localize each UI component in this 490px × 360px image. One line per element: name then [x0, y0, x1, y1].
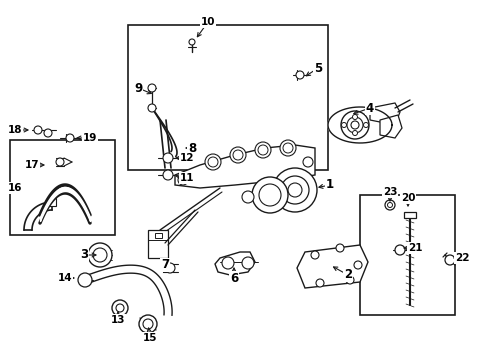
Text: 16: 16 [8, 183, 22, 193]
Polygon shape [404, 212, 416, 218]
Polygon shape [328, 107, 392, 143]
Circle shape [66, 134, 74, 142]
Circle shape [189, 39, 195, 45]
Circle shape [78, 273, 92, 287]
Text: 4: 4 [366, 102, 374, 114]
Circle shape [242, 257, 254, 269]
Circle shape [347, 117, 363, 133]
Circle shape [93, 248, 107, 262]
Text: 10: 10 [201, 17, 215, 27]
Circle shape [143, 319, 153, 329]
Circle shape [178, 175, 188, 185]
Circle shape [296, 71, 304, 79]
Circle shape [252, 177, 288, 213]
Circle shape [163, 170, 173, 180]
Polygon shape [175, 145, 315, 188]
Text: 13: 13 [111, 315, 125, 325]
Circle shape [388, 202, 392, 207]
Circle shape [242, 191, 254, 203]
Circle shape [273, 168, 317, 212]
Text: 8: 8 [188, 141, 196, 154]
Text: 23: 23 [383, 187, 397, 197]
Circle shape [352, 114, 358, 120]
Circle shape [352, 130, 358, 135]
Circle shape [165, 263, 175, 273]
Bar [10, 140, 115, 235]
Circle shape [303, 157, 313, 167]
Circle shape [148, 104, 156, 112]
Circle shape [445, 255, 455, 265]
Circle shape [281, 176, 309, 204]
Circle shape [351, 121, 359, 129]
Circle shape [163, 153, 173, 163]
Polygon shape [370, 103, 400, 125]
Circle shape [336, 244, 344, 252]
Text: 15: 15 [143, 333, 157, 343]
Circle shape [56, 158, 64, 166]
Polygon shape [380, 115, 402, 138]
Polygon shape [48, 198, 56, 206]
Bar [360, 195, 455, 315]
Circle shape [44, 129, 52, 137]
Circle shape [346, 276, 354, 284]
Text: 21: 21 [408, 243, 422, 253]
Circle shape [364, 122, 368, 127]
Circle shape [258, 145, 268, 155]
Circle shape [88, 243, 112, 267]
Text: 1: 1 [326, 179, 334, 192]
Polygon shape [215, 252, 255, 275]
Circle shape [255, 142, 271, 158]
Text: 6: 6 [230, 271, 238, 284]
Text: 5: 5 [314, 62, 322, 75]
Circle shape [311, 251, 319, 259]
Circle shape [205, 154, 221, 170]
Circle shape [342, 122, 346, 127]
Polygon shape [155, 233, 162, 238]
Circle shape [112, 300, 128, 316]
Circle shape [116, 304, 124, 312]
Text: 9: 9 [134, 81, 142, 94]
Text: 11: 11 [180, 173, 194, 183]
Text: 3: 3 [80, 248, 88, 261]
Circle shape [230, 147, 246, 163]
Text: 20: 20 [401, 193, 415, 203]
Polygon shape [297, 245, 368, 288]
Text: 12: 12 [180, 153, 194, 163]
Circle shape [288, 183, 302, 197]
Circle shape [34, 126, 42, 134]
Circle shape [316, 279, 324, 287]
Text: 18: 18 [8, 125, 22, 135]
Text: 22: 22 [455, 253, 469, 263]
Circle shape [222, 257, 234, 269]
Text: 7: 7 [161, 258, 169, 271]
Circle shape [259, 184, 281, 206]
Text: 17: 17 [24, 160, 39, 170]
Circle shape [341, 111, 369, 139]
Text: 14: 14 [58, 273, 73, 283]
Circle shape [280, 140, 296, 156]
Polygon shape [148, 230, 168, 258]
Circle shape [354, 261, 362, 269]
Circle shape [148, 84, 156, 92]
Text: 19: 19 [83, 133, 97, 143]
Circle shape [395, 245, 405, 255]
Circle shape [385, 200, 395, 210]
Circle shape [283, 143, 293, 153]
Bar [128, 25, 328, 170]
Circle shape [139, 315, 157, 333]
Circle shape [233, 150, 243, 160]
Text: 2: 2 [344, 269, 352, 282]
Circle shape [208, 157, 218, 167]
